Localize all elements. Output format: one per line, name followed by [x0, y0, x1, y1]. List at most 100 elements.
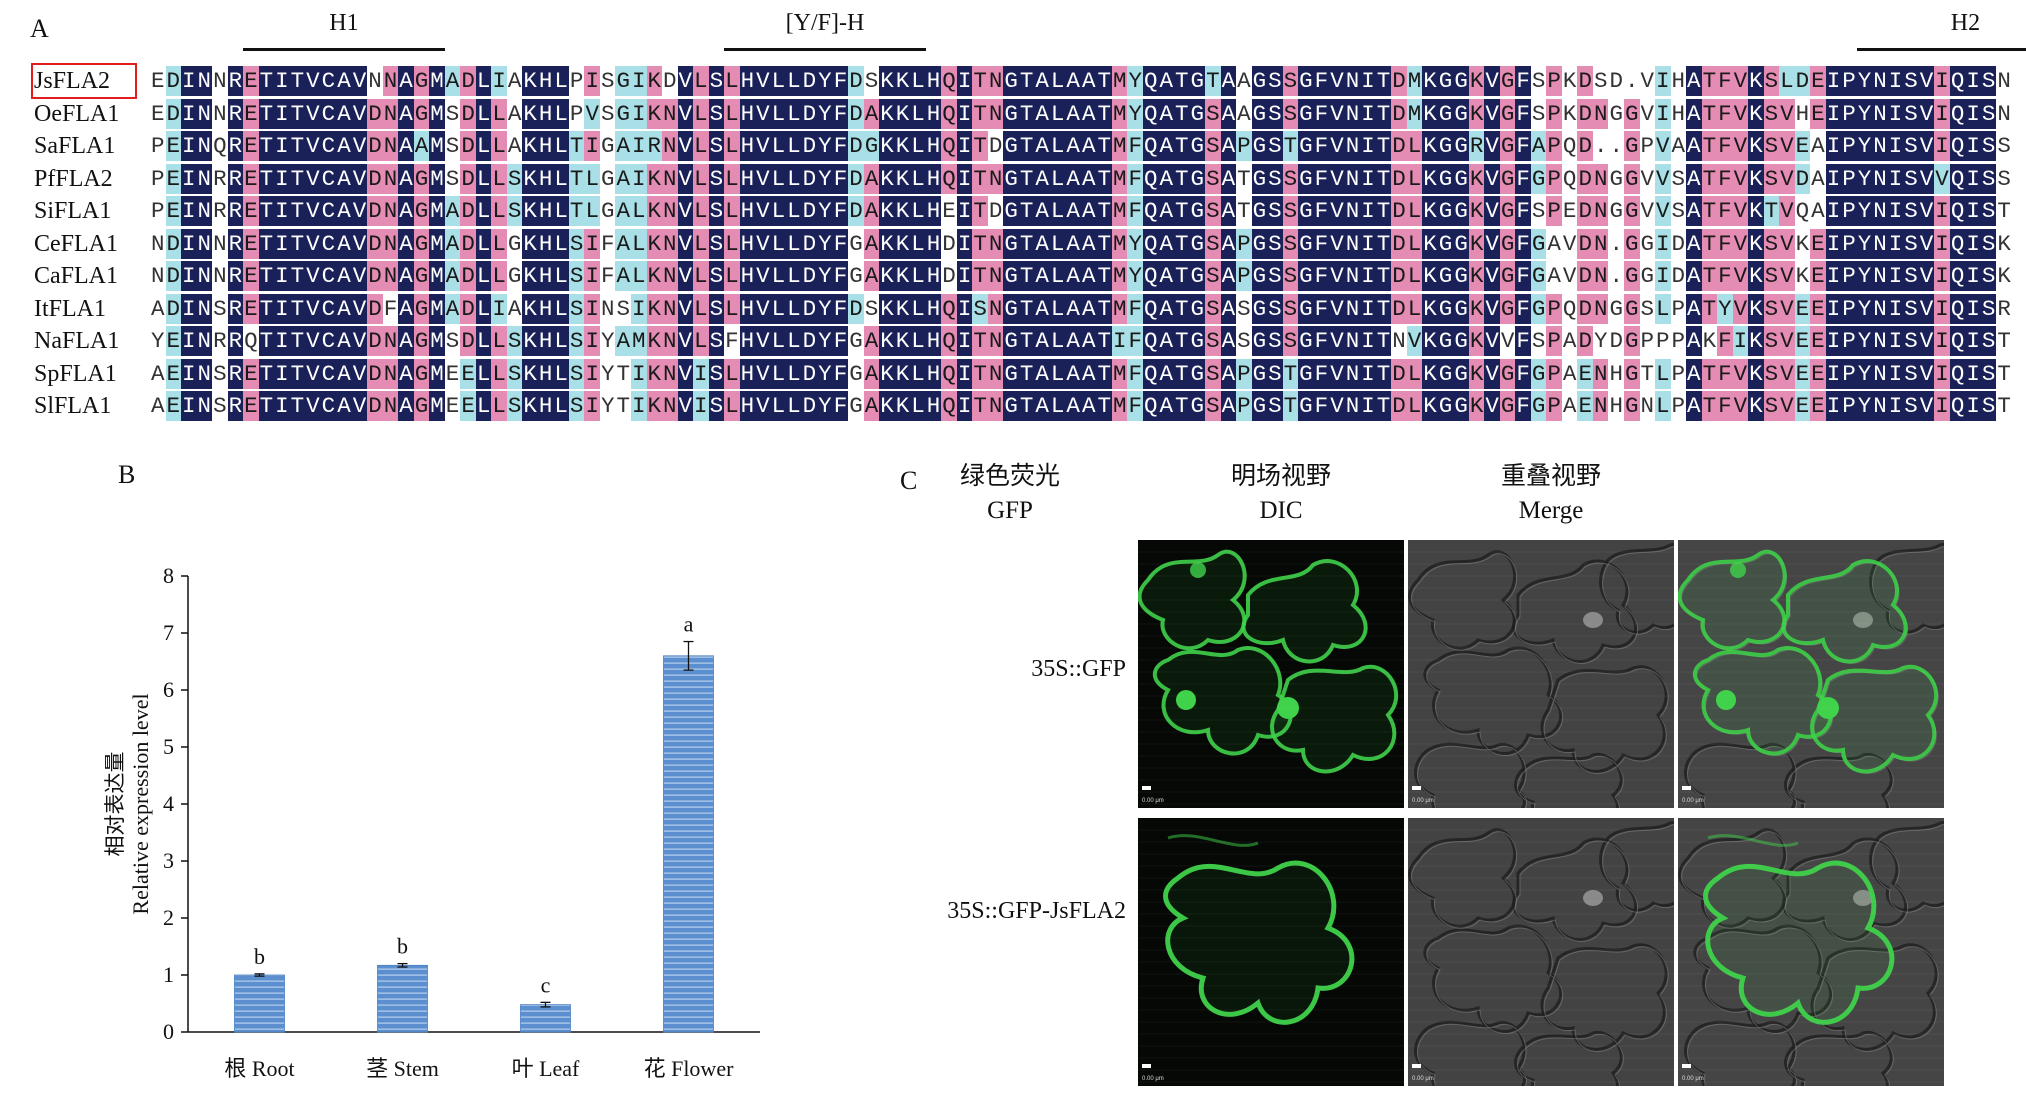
residue: E	[243, 358, 259, 389]
residue: A	[413, 131, 430, 161]
residue: T	[1174, 163, 1190, 194]
residue: I	[630, 98, 647, 129]
residue: A	[336, 228, 352, 259]
residue: H	[537, 391, 554, 421]
residue: I	[1360, 163, 1376, 194]
residue: V	[351, 358, 368, 389]
residue: L	[910, 196, 926, 226]
residue: L	[553, 261, 569, 291]
residue: G	[506, 228, 523, 259]
residue: T	[1701, 66, 1718, 96]
y-axis-title-cn: 相对表达量	[103, 752, 127, 857]
residue: H	[739, 391, 756, 421]
residue: S	[863, 293, 880, 324]
residue: K	[522, 326, 538, 356]
residue: Y	[1856, 98, 1873, 129]
residue: T	[1375, 293, 1392, 324]
residue: G	[1453, 98, 1469, 129]
residue: T	[1018, 293, 1035, 324]
residue: S	[1980, 228, 1997, 259]
residue: H	[739, 163, 756, 194]
residue: G	[615, 66, 631, 96]
residue: Y	[1856, 66, 1873, 96]
residue: Q	[1143, 391, 1159, 421]
residue: T	[1375, 358, 1392, 389]
residue: K	[1422, 391, 1438, 421]
residue: H	[925, 163, 942, 194]
residue: S	[1530, 196, 1547, 226]
residue: A	[615, 326, 631, 356]
residue: K	[1701, 326, 1718, 356]
residue: I	[584, 131, 600, 161]
residue: Y	[817, 391, 833, 421]
residue: F	[1313, 163, 1330, 194]
residue: V	[1484, 326, 1500, 356]
residue: G	[1003, 391, 1019, 421]
residue: G	[599, 163, 616, 194]
residue: M	[429, 66, 445, 96]
residue: S	[972, 293, 988, 324]
residue: T	[1018, 391, 1035, 421]
residue: V	[1918, 196, 1935, 226]
residue: S	[444, 326, 461, 356]
residue: A	[1810, 196, 1826, 226]
residue: E	[165, 163, 182, 194]
residue: P	[150, 196, 166, 226]
residue: A	[1034, 391, 1050, 421]
residue: G	[1437, 391, 1454, 421]
residue: Q	[1143, 293, 1159, 324]
residue: R	[212, 196, 228, 226]
residue: E	[1810, 228, 1826, 259]
residue: Y	[817, 293, 833, 324]
residue: K	[522, 98, 538, 129]
residue: F	[1717, 261, 1733, 291]
residue: D	[367, 228, 383, 259]
sequence-name-cafla1: CaFLA1	[34, 263, 118, 289]
residue: T	[1236, 163, 1252, 194]
residue: G	[1298, 326, 1314, 356]
residue: P	[1841, 326, 1857, 356]
residue: V	[1732, 228, 1749, 259]
residue: A	[1158, 391, 1175, 421]
residue: K	[1561, 66, 1578, 96]
residue: I	[1887, 326, 1904, 356]
residue: S	[708, 261, 725, 291]
residue: S	[1282, 163, 1299, 194]
residue: N	[196, 228, 213, 259]
residue: N	[987, 261, 1004, 291]
residue: V	[1779, 261, 1795, 291]
residue: T	[258, 66, 275, 96]
residue: N	[987, 293, 1004, 324]
region-label-0: H1	[329, 10, 359, 36]
residue: G	[1623, 228, 1640, 259]
residue: G	[1003, 131, 1019, 161]
residue: I	[181, 326, 197, 356]
residue: H	[925, 391, 942, 421]
residue: F	[1515, 98, 1531, 129]
residue: G	[413, 163, 430, 194]
residue: K	[522, 163, 538, 194]
residue: I	[1965, 358, 1981, 389]
region-bar-1	[724, 48, 926, 51]
residue: I	[1655, 261, 1671, 291]
residue: L	[1049, 131, 1066, 161]
residue: S	[1903, 131, 1919, 161]
residue: S	[1282, 293, 1299, 324]
residue: H	[739, 131, 756, 161]
panel-a-letter: A	[30, 14, 49, 43]
residue: T	[568, 131, 585, 161]
residue: P	[1236, 131, 1252, 161]
residue: N	[150, 228, 166, 259]
residue: N	[1872, 391, 1888, 421]
residue: L	[553, 326, 569, 356]
residue: D	[801, 66, 818, 96]
residue: N	[196, 163, 213, 194]
residue: T	[1018, 98, 1035, 129]
residue: I	[1360, 196, 1376, 226]
residue: T	[1018, 131, 1035, 161]
residue: T	[1701, 228, 1718, 259]
residue: K	[1748, 391, 1764, 421]
residue: D	[1391, 391, 1407, 421]
residue: D	[848, 98, 864, 129]
residue: G	[1499, 391, 1516, 421]
